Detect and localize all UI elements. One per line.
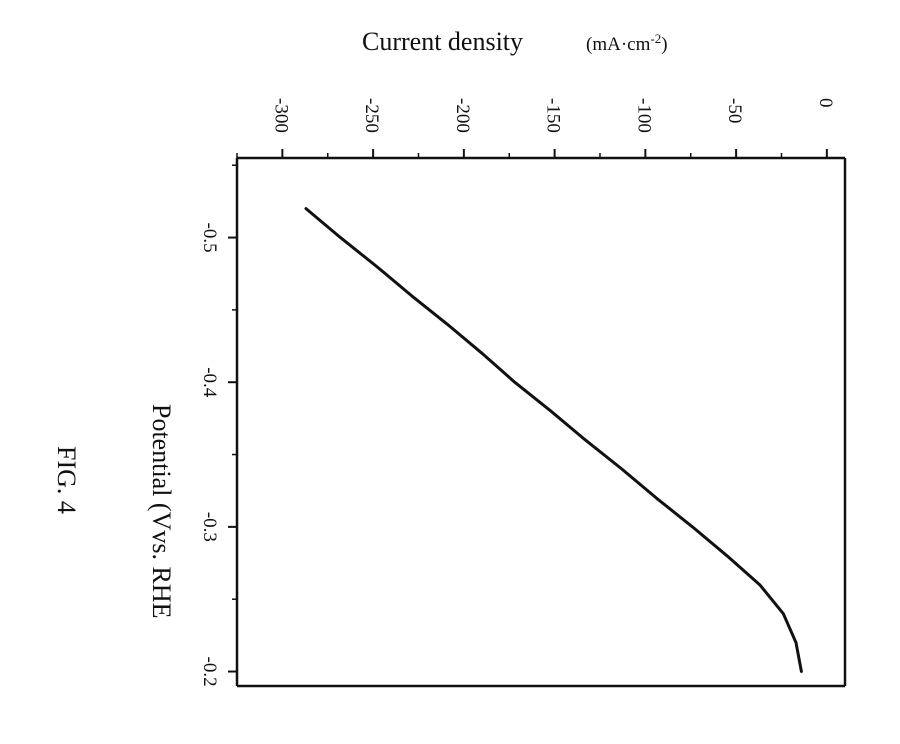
potential-tick-label: -0.5 <box>199 223 220 253</box>
potential-tick-label: -0.2 <box>199 656 220 686</box>
current-density-tick-label: 0 <box>815 98 836 108</box>
potential-axis-title: Potential (Vvs. RHE <box>147 404 176 619</box>
current-density-axis-title: Current density <box>362 27 523 56</box>
polarization-curve <box>304 207 803 673</box>
current-density-tick-label: -300 <box>270 98 291 133</box>
current-density-tick-label: -150 <box>543 98 564 133</box>
figure-label: FIG. 4 <box>52 446 81 514</box>
potential-ticks: -0.5 -0.4 -0.3 -0.2 <box>199 164 237 687</box>
current-density-tick-label: -100 <box>633 98 654 133</box>
potential-tick-label: -0.4 <box>199 367 220 398</box>
current-density-tick-label: -50 <box>724 98 745 123</box>
series-layer <box>304 207 803 673</box>
potential-tick-label: -0.3 <box>199 512 220 542</box>
current-density-axis-unit: (mA·cm-2) <box>586 31 668 56</box>
current-density-tick-label: -200 <box>452 98 473 133</box>
current-density-tick-label: -250 <box>361 98 382 133</box>
current-density-ticks: -300 -250 -200 -150 -100 -50 0 <box>236 98 836 158</box>
